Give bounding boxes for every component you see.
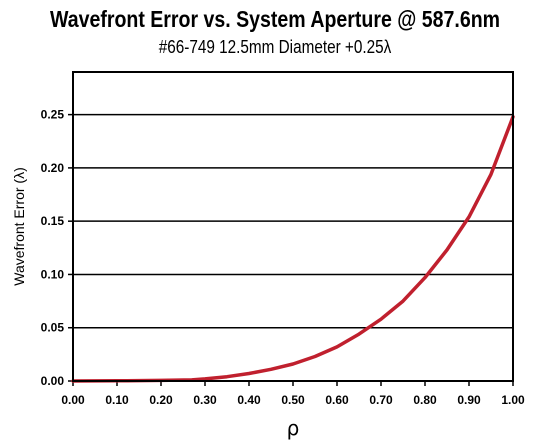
x-tick-label: 0.40 <box>237 393 261 407</box>
y-tick-label: 0.25 <box>41 108 65 122</box>
chart-title: Wavefront Error vs. System Aperture @ 58… <box>49 6 501 32</box>
x-tick-label: 0.10 <box>105 393 129 407</box>
y-tick-label: 0.15 <box>41 214 65 228</box>
y-axis-label: Wavefront Error (λ) <box>11 167 27 286</box>
y-tick-label: 0.10 <box>41 267 65 281</box>
y-tick-labels: 0.00 0.05 0.10 0.15 0.20 0.25 <box>41 108 73 388</box>
x-tick-label: 0.20 <box>149 393 173 407</box>
series-line <box>71 115 515 383</box>
y-tick-label: 0.20 <box>41 161 65 175</box>
grid-lines <box>73 113 513 329</box>
plot-frame <box>72 71 514 382</box>
x-tick-label: 1.00 <box>501 393 525 407</box>
x-axis-label: ρ <box>287 416 300 440</box>
x-tick-label: 0.70 <box>369 393 393 407</box>
chart-subtitle: #66-749 12.5mm Diameter +0.25λ <box>158 37 392 57</box>
x-tick-labels: 0.00 0.10 0.20 0.30 0.40 0.50 0.60 0.70 0.80 0.90… <box>61 381 525 407</box>
x-tick-label: 0.50 <box>281 393 305 407</box>
series-layer <box>71 115 515 383</box>
x-tick-label: 0.80 <box>413 393 437 407</box>
x-tick-label: 0.60 <box>325 393 349 407</box>
y-tick-label: 0.00 <box>41 374 65 388</box>
x-tick-label: 0.00 <box>61 393 85 407</box>
x-tick-label: 0.30 <box>193 393 217 407</box>
y-tick-label: 0.05 <box>41 321 65 335</box>
x-tick-label: 0.90 <box>457 393 481 407</box>
